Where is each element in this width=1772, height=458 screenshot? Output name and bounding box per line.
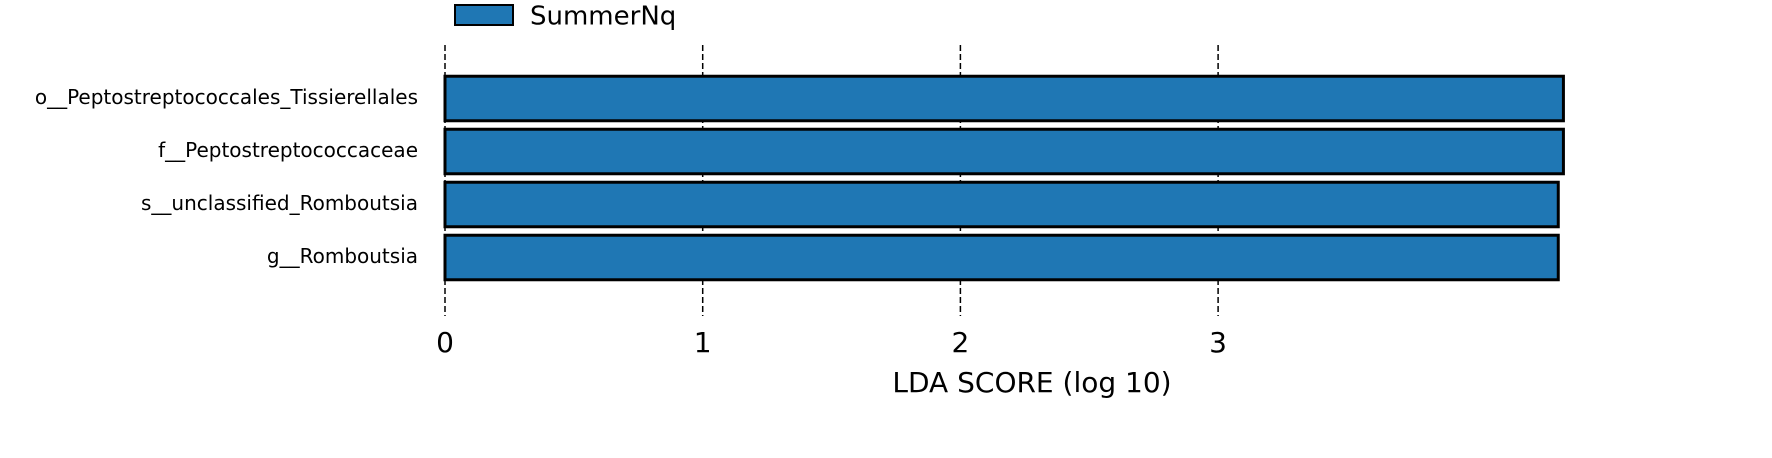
y-tick-label: f__Peptostreptococcaceae xyxy=(158,138,418,162)
y-tick-label: s__unclassified_Romboutsia xyxy=(141,191,418,215)
x-axis-title: LDA SCORE (log 10) xyxy=(892,366,1171,399)
legend-swatch xyxy=(454,4,514,26)
x-tick-label: 0 xyxy=(436,326,454,359)
bar xyxy=(443,233,1560,282)
legend-label: SummerNq xyxy=(530,2,676,32)
x-tick-label: 1 xyxy=(694,326,712,359)
y-tick-label: g__Romboutsia xyxy=(267,244,418,268)
bar xyxy=(443,180,1560,229)
y-tick-label: o__Peptostreptococcales_Tissierellales xyxy=(35,85,418,109)
bar xyxy=(443,127,1565,176)
bar xyxy=(443,74,1565,123)
x-tick-label: 3 xyxy=(1209,326,1227,359)
x-tick-label: 2 xyxy=(951,326,969,359)
